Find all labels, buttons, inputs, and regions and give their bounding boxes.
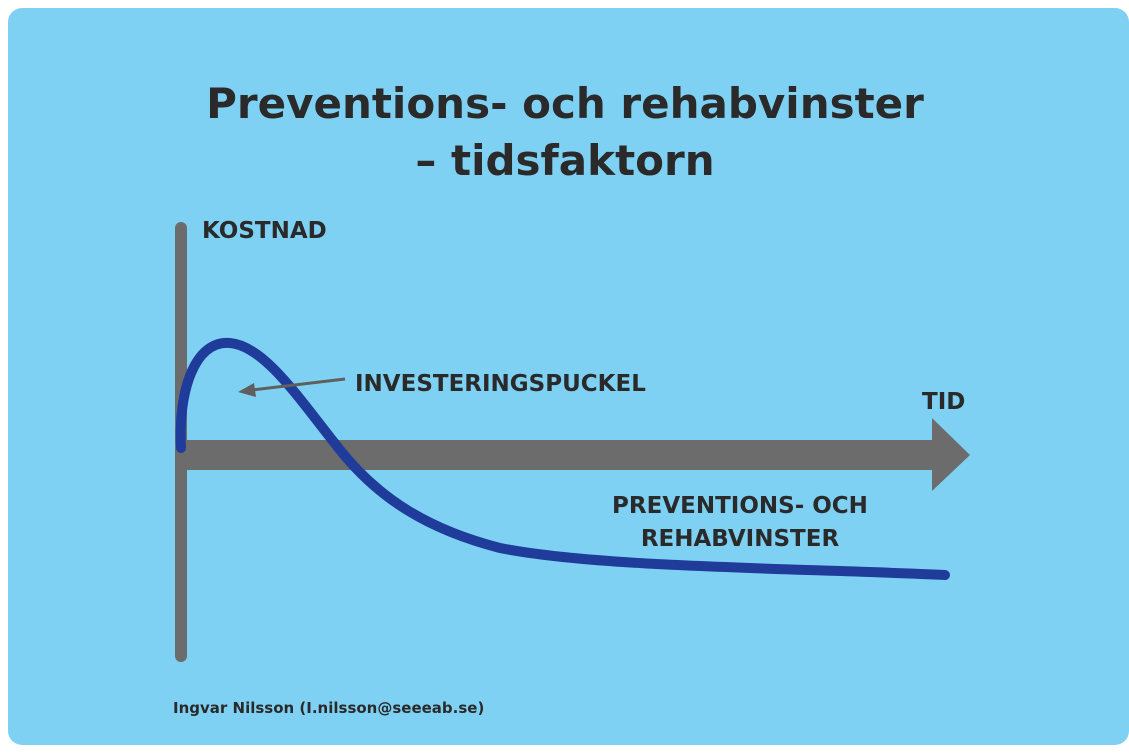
background [8, 8, 1129, 745]
x-axis-arrowhead [932, 418, 970, 491]
hump-label: INVESTERINGSPUCKEL [355, 371, 646, 397]
title-line: Preventions- och rehabvinster [206, 79, 924, 128]
cost-curve [175, 337, 950, 580]
x-axis [181, 440, 933, 470]
gains-label: REHABVINSTER [641, 526, 840, 552]
credit: Ingvar Nilsson (I.nilsson@seeeab.se) [173, 699, 484, 717]
title-line: – tidsfaktorn [415, 136, 714, 185]
y-axis-label: KOSTNAD [202, 218, 327, 244]
x-axis-label: TID [922, 389, 965, 415]
annotation-arrow [251, 377, 346, 392]
annotation-arrowhead [238, 383, 256, 397]
gains-label: PREVENTIONS- OCH [612, 493, 868, 519]
